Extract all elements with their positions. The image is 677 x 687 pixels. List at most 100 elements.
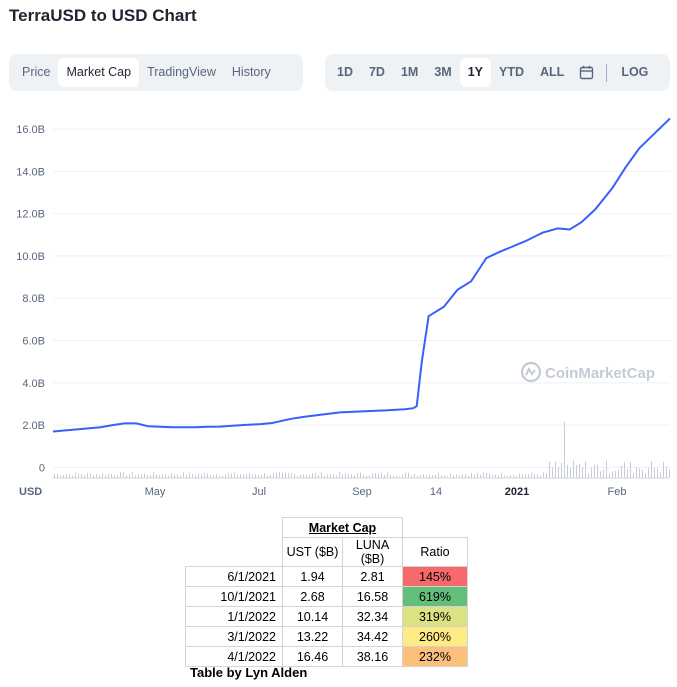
volume-bar: [618, 469, 619, 478]
volume-bar: [507, 475, 508, 478]
row-luna: 38.16: [342, 646, 403, 667]
volume-bar: [234, 472, 235, 478]
volume-bar: [597, 464, 598, 478]
volume-bar: [258, 474, 259, 478]
volume-bar: [600, 471, 601, 478]
volume-bar: [459, 475, 460, 478]
market-cap-line: [52, 117, 671, 433]
x-tick-label: Feb: [608, 486, 627, 498]
volume-bar: [453, 475, 454, 478]
volume-bar: [177, 474, 178, 478]
volume-bar: [75, 472, 76, 478]
volume-bar: [309, 474, 310, 478]
volume-bar: [189, 472, 190, 478]
y-tick-label: 10.0B: [16, 251, 45, 263]
volume-bar: [417, 475, 418, 478]
volume-bar: [291, 473, 292, 478]
volume-bar: [219, 475, 220, 478]
market-cap-chart: 0 2.0B 4.0B 6.0B 8.0B 10.0B 12.0B 14.0B 16.0B Co…: [16, 117, 671, 498]
range-1y[interactable]: 1Y: [459, 58, 492, 87]
volume-bar: [483, 472, 484, 478]
volume-bar: [561, 462, 562, 478]
range-1d[interactable]: 1D: [337, 65, 353, 79]
volume-bar: [642, 469, 643, 478]
volume-bar: [393, 475, 394, 478]
volume-bar: [357, 472, 358, 478]
tab-market-cap[interactable]: Market Cap: [58, 58, 140, 87]
x-tick-label: Sep: [352, 486, 372, 498]
volume-bar: [354, 475, 355, 478]
row-ust: 1.94: [282, 566, 343, 587]
grid-lines: [53, 128, 670, 468]
row-luna: 34.42: [342, 626, 403, 647]
volume-bar: [594, 464, 595, 478]
volume-bar: [606, 460, 607, 478]
row-ust: 2.68: [282, 586, 343, 607]
row-ratio: 260%: [402, 626, 468, 647]
volume-bar: [315, 473, 316, 478]
volume-bar: [117, 475, 118, 478]
volume-bar: [198, 473, 199, 478]
y-tick-label: 2.0B: [22, 420, 45, 432]
volume-bar: [540, 475, 541, 478]
volume-bar: [87, 472, 88, 478]
range-ytd[interactable]: YTD: [499, 65, 525, 79]
volume-bar: [588, 473, 589, 478]
volume-bar: [111, 474, 112, 478]
volume-bar: [168, 475, 169, 478]
tab-history[interactable]: History: [231, 65, 271, 79]
volume-bar: [153, 472, 154, 478]
volume-bar: [537, 474, 538, 478]
row-date: 4/1/2022: [185, 646, 283, 667]
x-tick-label: May: [145, 486, 166, 498]
volume-bar: [477, 473, 478, 478]
volume-bar: [339, 472, 340, 478]
tab-price[interactable]: Price: [22, 65, 51, 79]
volume-bar: [327, 474, 328, 478]
range-3m[interactable]: 3M: [434, 65, 452, 79]
volume-bar: [57, 473, 58, 478]
volume-bar: [108, 473, 109, 478]
volume-bar: [324, 475, 325, 478]
volume-bar: [93, 475, 94, 478]
volume-bar: [510, 475, 511, 478]
tab-tradingview[interactable]: TradingView: [147, 65, 216, 79]
watermark-text: CoinMarketCap: [545, 365, 655, 382]
range-all[interactable]: ALL: [540, 65, 565, 79]
volume-bar: [78, 473, 79, 478]
volume-bar: [72, 475, 73, 478]
volume-bar: [444, 475, 445, 478]
volume-bar: [552, 467, 553, 478]
calendar-icon[interactable]: [572, 58, 600, 87]
volume-bar: [144, 473, 145, 478]
volume-bar: [372, 473, 373, 478]
range-7d[interactable]: 7D: [368, 65, 385, 79]
volume-bar: [186, 475, 187, 478]
y-tick-label: 14.0B: [16, 166, 45, 178]
volume-bar: [306, 475, 307, 478]
table-credit: Table by Lyn Alden: [190, 665, 308, 680]
column-header-ust: UST ($B): [282, 537, 343, 567]
volume-bar: [534, 473, 535, 478]
volume-bar: [369, 475, 370, 478]
volume-bar: [210, 475, 211, 478]
y-axis-ticks: 0 2.0B 4.0B 6.0B 8.0B 10.0B 12.0B 14.0B 16.0B: [16, 124, 45, 474]
log-toggle[interactable]: LOG: [621, 65, 649, 79]
volume-bar: [132, 472, 133, 478]
volume-bar: [660, 472, 661, 478]
volume-bar: [456, 474, 457, 478]
volume-bar: [360, 472, 361, 478]
volume-bar: [342, 474, 343, 478]
range-1m[interactable]: 1M: [400, 65, 419, 79]
volume-bar: [156, 474, 157, 478]
volume-bar: [300, 474, 301, 478]
column-header-luna: LUNA ($B): [342, 537, 403, 567]
volume-bar: [519, 473, 520, 478]
volume-bar: [96, 474, 97, 478]
market-cap-table: Market Cap UST ($B) LUNA ($B) Ratio 6/1/…: [185, 517, 468, 667]
volume-bar: [276, 472, 277, 478]
volume-bar: [426, 475, 427, 478]
volume-bar: [447, 475, 448, 478]
volume-bar: [102, 473, 103, 478]
row-ratio: 319%: [402, 606, 468, 627]
